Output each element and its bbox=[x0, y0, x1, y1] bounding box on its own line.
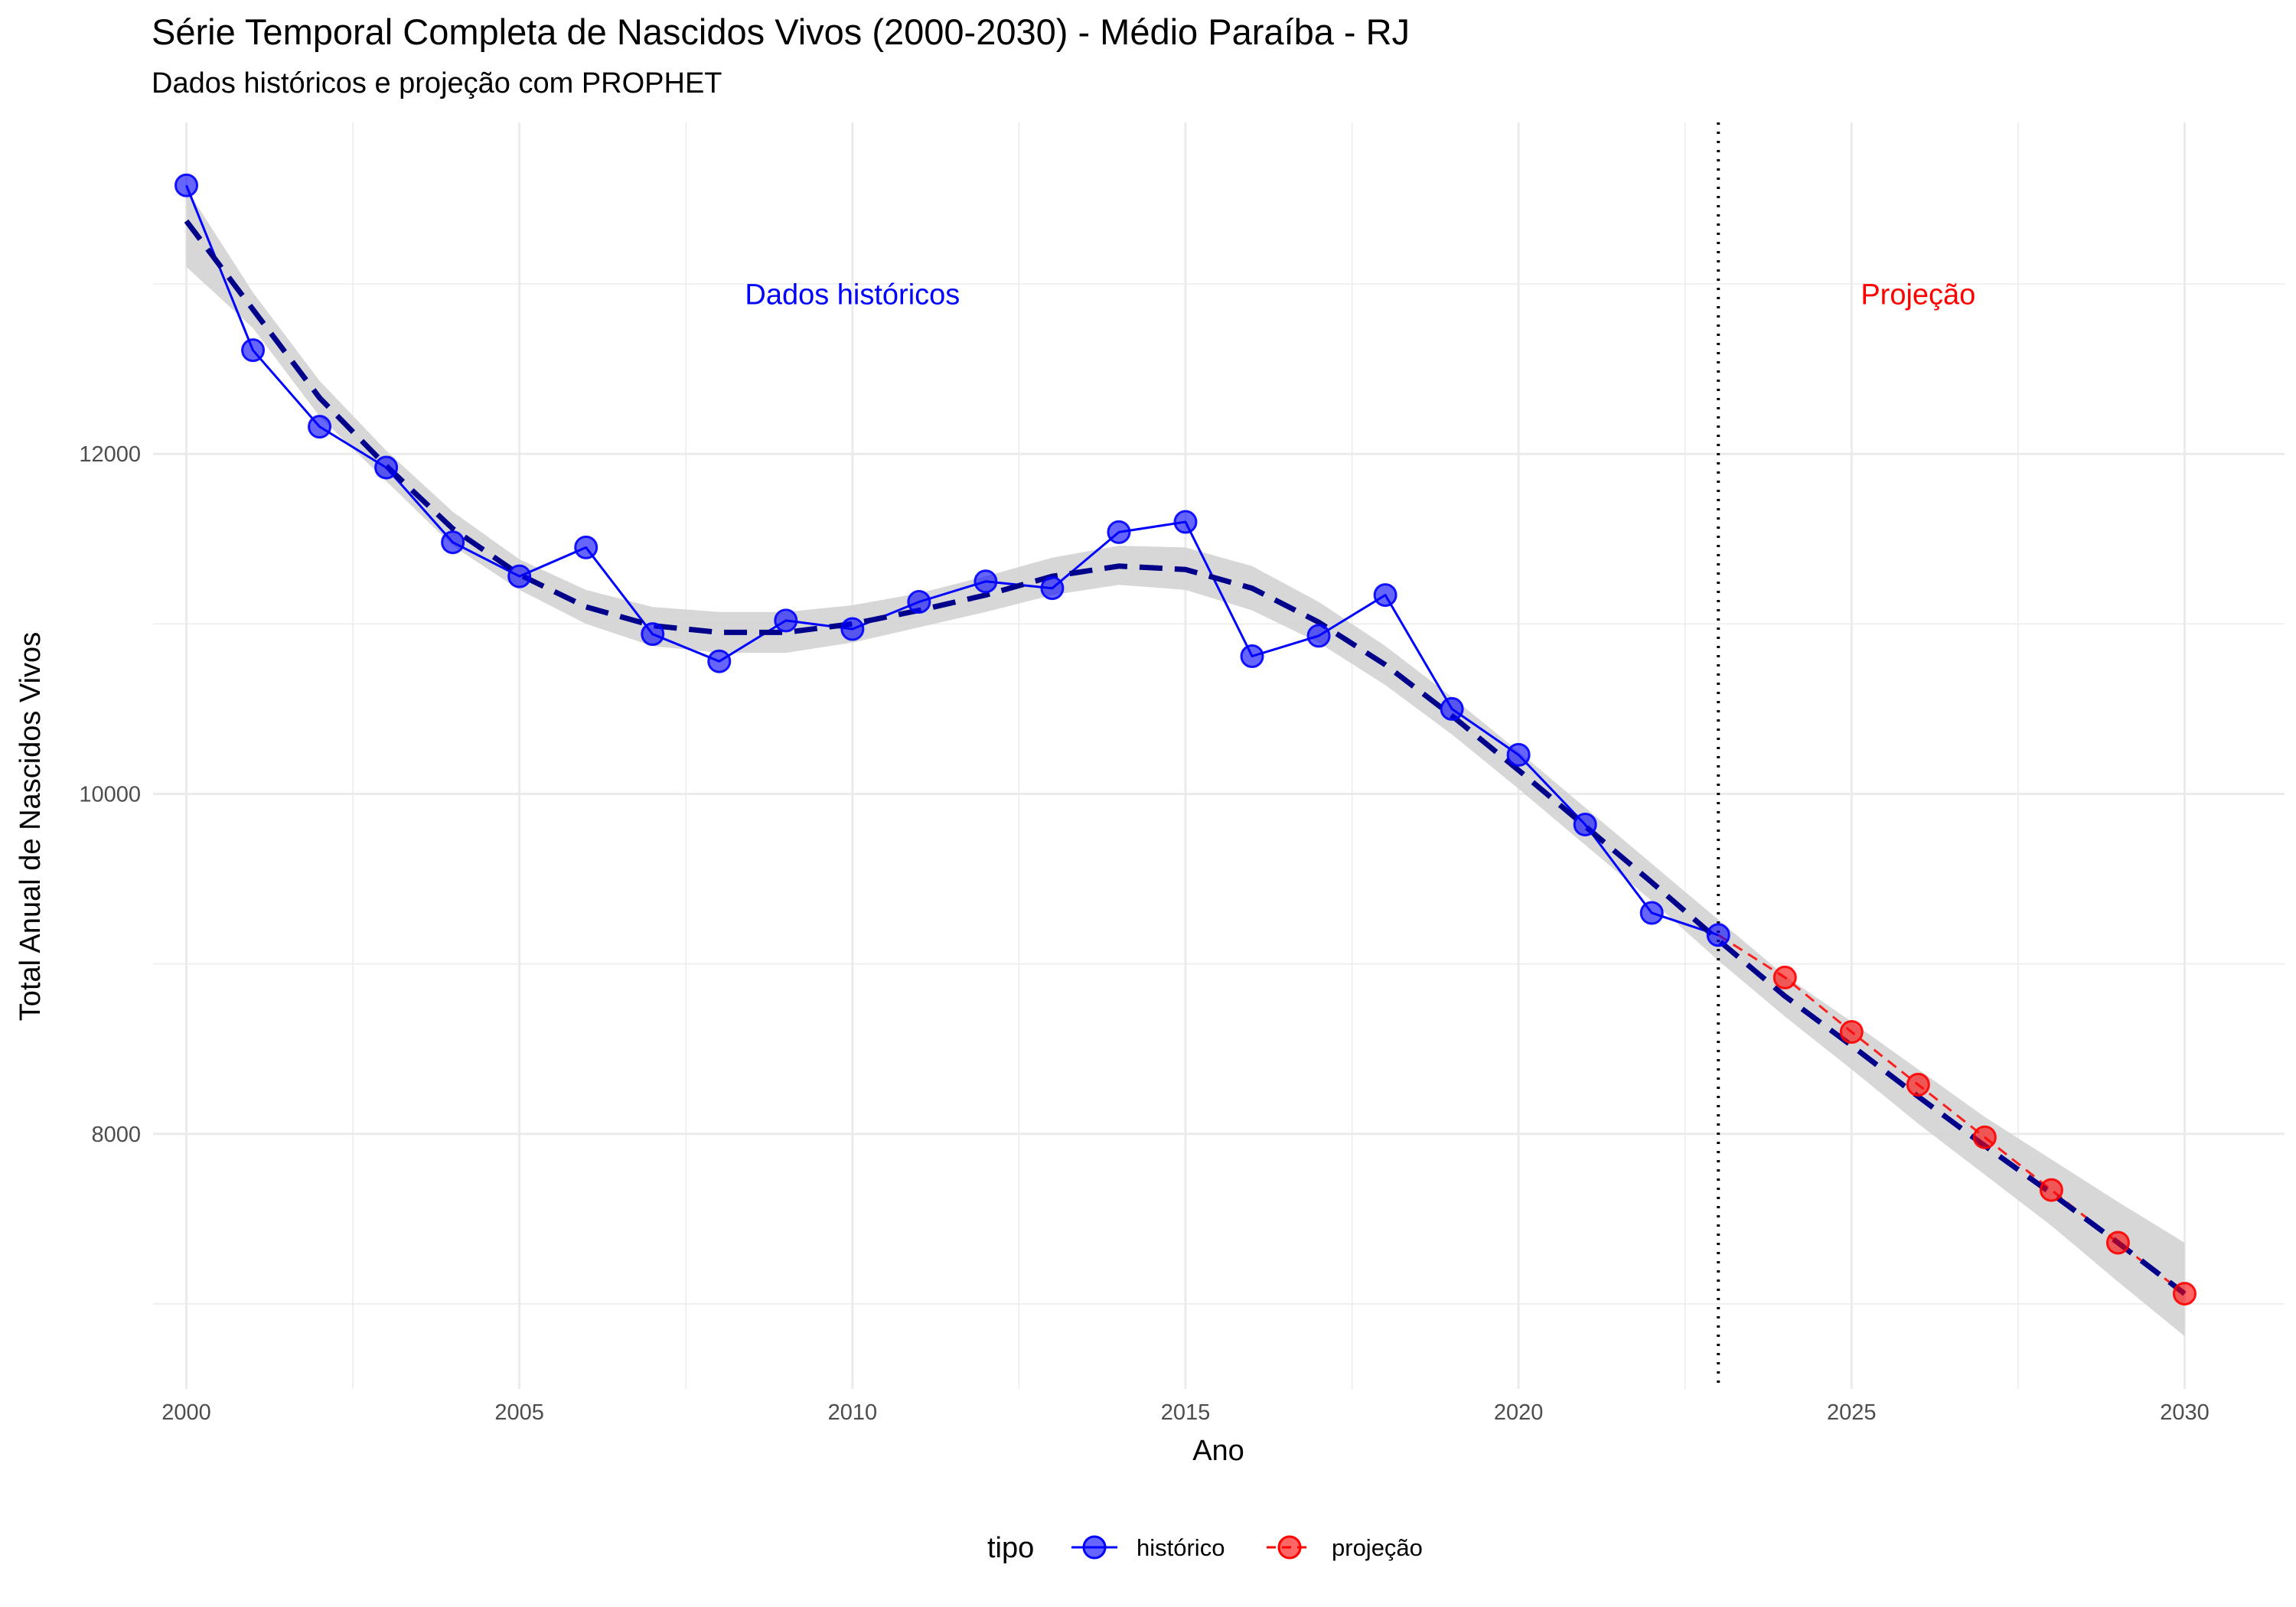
historico-point bbox=[840, 617, 865, 641]
chart-title: Série Temporal Completa de Nascidos Vivo… bbox=[152, 11, 1411, 52]
x-tick-label: 2000 bbox=[161, 1400, 211, 1425]
x-tick-label: 2025 bbox=[1827, 1400, 1877, 1425]
y-tick-label: 8000 bbox=[91, 1123, 141, 1147]
historico-point bbox=[574, 535, 598, 559]
series-points-layer bbox=[174, 173, 2197, 1306]
historico-point bbox=[1306, 624, 1331, 648]
legend: tipo histórico projeção bbox=[987, 1532, 1423, 1564]
projecao-point bbox=[1972, 1125, 1997, 1149]
historico-point bbox=[707, 649, 732, 673]
trend-line-layer bbox=[184, 219, 2187, 1296]
historico-point bbox=[1573, 812, 1597, 836]
historico-point bbox=[1373, 583, 1397, 608]
x-tick-label: 2015 bbox=[1161, 1400, 1211, 1425]
x-axis-title: Ano bbox=[1192, 1435, 1244, 1467]
tick-labels-layer: 2000 2005 2010 2015 2020 2025 2030 8000 10000 120… bbox=[79, 442, 2209, 1425]
historico-point bbox=[308, 415, 332, 439]
historico-point bbox=[907, 589, 931, 614]
x-tick-label: 2005 bbox=[494, 1400, 544, 1425]
historico-point bbox=[641, 622, 665, 647]
historico-point bbox=[1173, 510, 1198, 534]
y-axis-title: Total Anual de Nascidos Vivos bbox=[15, 632, 47, 1021]
historico-point bbox=[1040, 576, 1065, 601]
annotations-layer: Dados históricos Projeção bbox=[745, 279, 1975, 311]
legend-key-point bbox=[1277, 1535, 1302, 1560]
historico-point bbox=[774, 608, 798, 633]
grid-major bbox=[153, 122, 2285, 1389]
legend-label: histórico bbox=[1137, 1534, 1225, 1561]
historico-point bbox=[974, 569, 998, 594]
legend-label: projeção bbox=[1332, 1534, 1423, 1561]
y-tick-label: 12000 bbox=[79, 442, 141, 467]
projecao-line bbox=[1717, 934, 2186, 1295]
legend-title: tipo bbox=[987, 1532, 1034, 1564]
historico-point bbox=[1506, 742, 1531, 767]
historico-point bbox=[1107, 520, 1131, 544]
projecao-point bbox=[1773, 965, 1797, 989]
historico-point bbox=[1440, 696, 1464, 721]
x-tick-label: 2030 bbox=[2160, 1400, 2210, 1425]
projecao-point bbox=[1906, 1072, 1930, 1097]
historico-point bbox=[507, 564, 532, 588]
projecao-point bbox=[2039, 1178, 2063, 1202]
historico-point bbox=[1240, 644, 1264, 669]
trend-line bbox=[184, 219, 2187, 1296]
historico-point bbox=[441, 530, 465, 555]
projecao-point bbox=[2172, 1282, 2197, 1306]
legend-key-point bbox=[1082, 1535, 1107, 1560]
legend-items: histórico projeção bbox=[1071, 1534, 1423, 1561]
annotation-historico: Dados históricos bbox=[745, 279, 960, 311]
series-lines-layer bbox=[185, 184, 2186, 1295]
projecao-point bbox=[2105, 1231, 2130, 1255]
chart-subtitle: Dados históricos e projeção com PROPHET bbox=[152, 67, 722, 99]
historico-point bbox=[1639, 901, 1664, 925]
grid-minor bbox=[153, 122, 2285, 1389]
x-tick-label: 2010 bbox=[828, 1400, 878, 1425]
historico-point bbox=[374, 455, 399, 480]
x-tick-label: 2020 bbox=[1494, 1400, 1544, 1425]
projecao-point bbox=[1839, 1019, 1864, 1044]
historico-point bbox=[1706, 923, 1730, 947]
y-tick-label: 10000 bbox=[79, 782, 141, 807]
historico-point bbox=[241, 338, 266, 363]
historico-line bbox=[185, 184, 1719, 937]
historico-point bbox=[174, 173, 199, 197]
annotation-projecao: Projeção bbox=[1861, 279, 1975, 311]
